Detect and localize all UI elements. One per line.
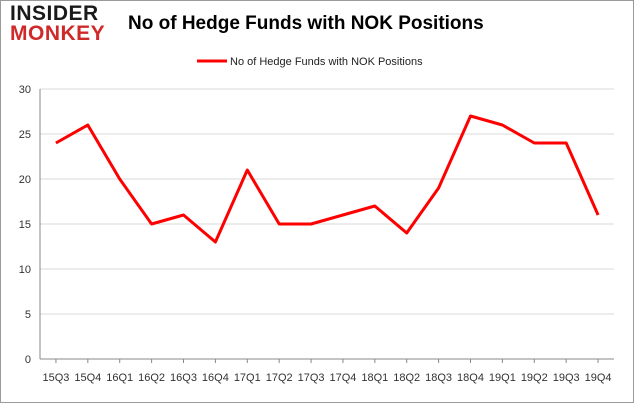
x-tick-label: 17Q3 bbox=[298, 372, 325, 384]
insider-monkey-logo: INSIDER MONKEY bbox=[10, 2, 120, 48]
x-tick-label: 15Q4 bbox=[74, 372, 101, 384]
grid-lines bbox=[40, 88, 614, 315]
x-tick-label: 18Q4 bbox=[457, 372, 484, 384]
chart-title: No of Hedge Funds with NOK Positions bbox=[128, 13, 484, 34]
x-tick-labels: 15Q3 15Q4 16Q1 16Q2 16Q3 16Q4 17Q1 17Q2 17Q3 17Q4… bbox=[42, 372, 611, 384]
logo-line-1: INSIDER bbox=[10, 2, 99, 25]
x-tick-label: 19Q3 bbox=[553, 372, 580, 384]
x-tick-label: 18Q1 bbox=[361, 372, 388, 384]
y-tick-labels: 0 5 10 15 20 25 30 bbox=[19, 84, 31, 366]
legend: No of Hedge Funds with NOK Positions bbox=[197, 56, 423, 68]
y-tick-label: 5 bbox=[25, 309, 31, 321]
y-tick-label: 30 bbox=[19, 84, 31, 96]
x-tick-label: 19Q1 bbox=[489, 372, 516, 384]
y-tick-label: 10 bbox=[19, 264, 31, 276]
y-tick-label: 25 bbox=[19, 129, 31, 141]
x-tick-label: 17Q1 bbox=[234, 372, 261, 384]
x-tick-label: 16Q4 bbox=[202, 372, 229, 384]
axes bbox=[39, 89, 614, 363]
series-lines bbox=[55, 114, 600, 244]
x-tick-label: 15Q3 bbox=[42, 372, 69, 384]
y-tick-label: 20 bbox=[19, 174, 31, 186]
x-tick-label: 17Q4 bbox=[329, 372, 356, 384]
x-tick-label: 18Q2 bbox=[393, 372, 420, 384]
y-tick-label: 15 bbox=[19, 219, 31, 231]
x-tick-label: 19Q2 bbox=[521, 372, 548, 384]
x-tick-label: 18Q3 bbox=[425, 372, 452, 384]
series-line bbox=[55, 114, 600, 244]
legend-label: No of Hedge Funds with NOK Positions bbox=[230, 56, 423, 68]
x-tick-label: 19Q4 bbox=[585, 372, 612, 384]
x-tick-label: 16Q3 bbox=[170, 372, 197, 384]
logo-line-2: MONKEY bbox=[10, 22, 106, 45]
x-tick-label: 17Q2 bbox=[266, 372, 293, 384]
x-tick-label: 16Q2 bbox=[138, 372, 165, 384]
y-tick-label: 0 bbox=[25, 354, 31, 366]
x-tick-label: 16Q1 bbox=[106, 372, 133, 384]
